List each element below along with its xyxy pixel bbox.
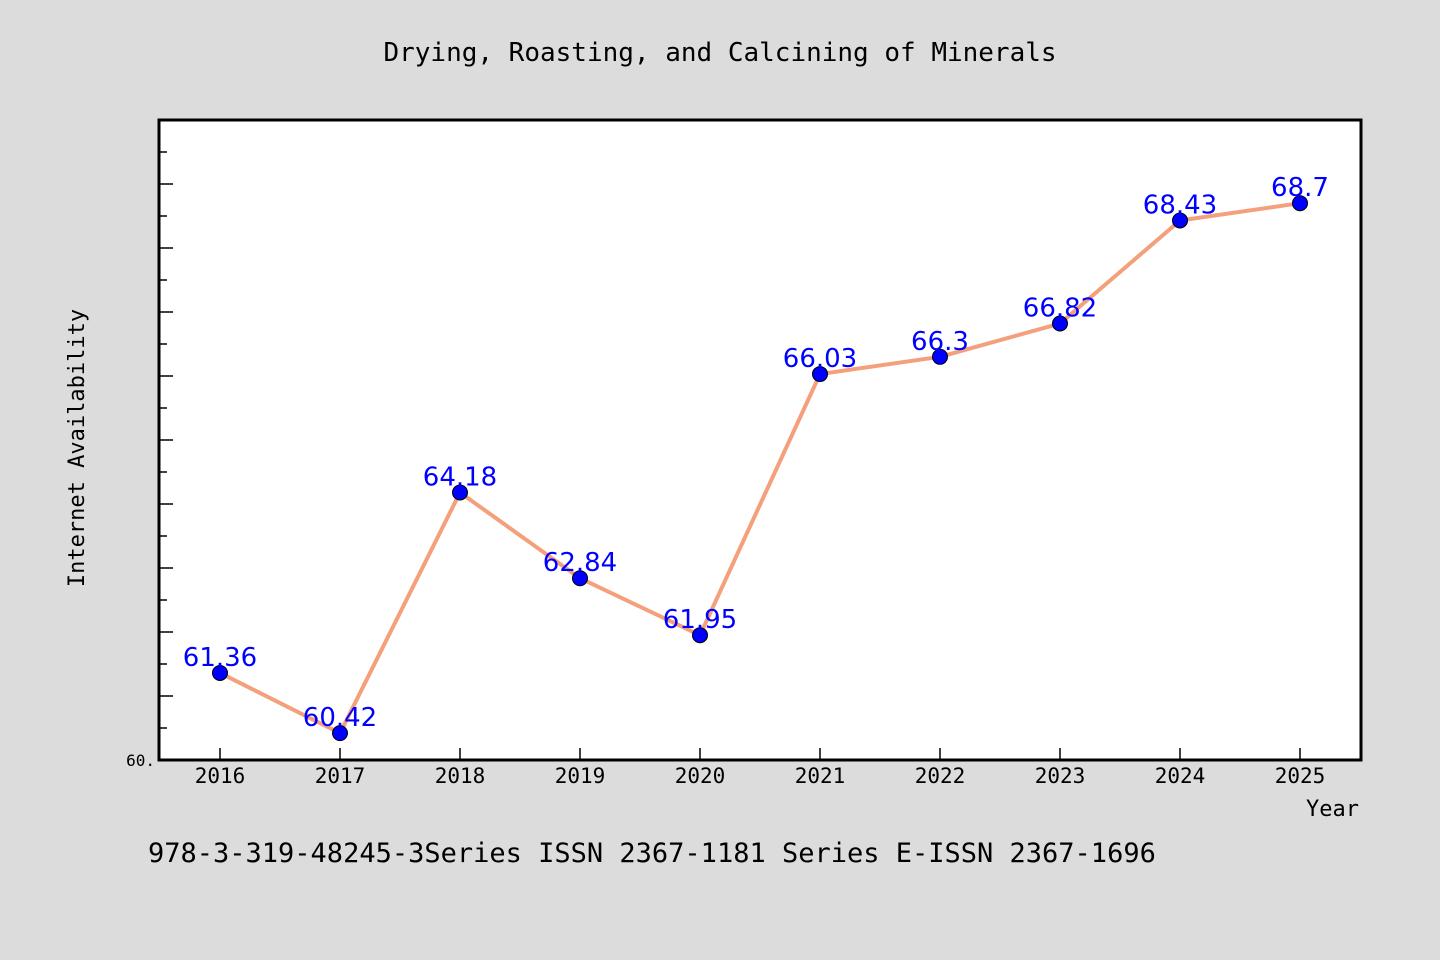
data-point <box>812 366 828 383</box>
y-axis-ticks <box>159 119 173 729</box>
data-point <box>692 627 708 644</box>
data-point <box>1172 212 1188 229</box>
x-tick-label: 2018 <box>435 764 486 788</box>
data-label: 68.7 <box>1271 173 1329 203</box>
data-point <box>332 725 348 742</box>
data-label: 61.95 <box>663 605 737 635</box>
x-tick-label: 2023 <box>1035 764 1086 788</box>
data-point <box>932 348 948 365</box>
x-axis: 2016 2017 2018 2019 2020 2021 2022 2023 2024 2025 <box>195 748 1326 788</box>
x-tick-label: 2017 <box>315 764 366 788</box>
data-label: 66.82 <box>1023 294 1097 324</box>
x-tick-label: 2016 <box>195 764 246 788</box>
chart-title: Drying, Roasting, and Calcining of Miner… <box>383 38 1056 68</box>
data-label: 68.43 <box>1143 190 1217 220</box>
plot-area <box>157 118 1363 762</box>
series-line <box>219 201 1301 736</box>
data-labels: 61.36 60.42 64.18 62.84 61.95 66.03 66.3 66.82 6… <box>183 173 1329 733</box>
data-point <box>1052 315 1068 332</box>
data-point <box>452 484 468 501</box>
footer-text: 978-3-319-48245-3Series ISSN 2367-1181 S… <box>148 838 1156 869</box>
y-axis-label: Internet Availability <box>65 309 90 587</box>
x-tick-label: 2022 <box>915 764 966 788</box>
x-tick-label: 2024 <box>1155 764 1206 788</box>
data-label: 62.84 <box>543 548 617 578</box>
y-axis-min-label: 60. <box>126 751 155 770</box>
data-label: 66.3 <box>911 327 969 357</box>
data-point <box>572 570 588 587</box>
data-markers <box>212 195 1308 742</box>
data-label: 64.18 <box>423 462 497 492</box>
data-label: 66.03 <box>783 344 857 374</box>
x-tick-label: 2021 <box>795 764 846 788</box>
x-tick-label: 2025 <box>1275 764 1326 788</box>
x-tick-label: 2020 <box>675 764 726 788</box>
data-label: 61.36 <box>183 643 257 673</box>
x-tick-label: 2019 <box>555 764 606 788</box>
data-label: 60.42 <box>303 703 377 733</box>
data-point <box>212 664 228 681</box>
data-point <box>1292 195 1308 212</box>
x-axis-label: Year <box>1306 797 1359 822</box>
